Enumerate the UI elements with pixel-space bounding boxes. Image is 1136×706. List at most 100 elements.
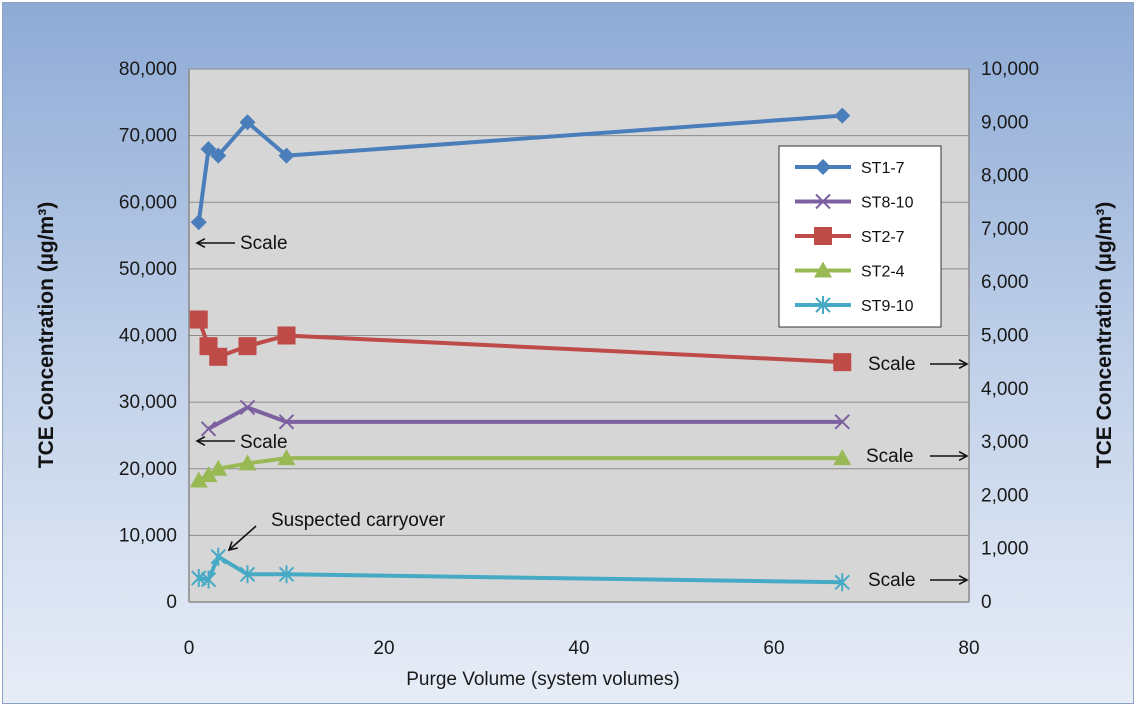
series-st2-4	[189, 449, 852, 488]
x-tick-label: 80	[958, 638, 979, 659]
legend-item-st8-10: ST8-10	[795, 193, 914, 212]
series-st9-10	[191, 547, 850, 592]
data-point-st2-7	[209, 347, 228, 366]
scale-arrow-st9-10	[930, 574, 969, 586]
data-point-st9-10	[834, 573, 850, 592]
y2-tick-label: 9,000	[981, 112, 1029, 133]
legend-marker-st8-10	[815, 193, 831, 210]
axes	[188, 69, 970, 603]
data-point-st2-7	[277, 326, 296, 345]
data-point-st2-4	[209, 459, 228, 476]
y-tick-label: 10,000	[119, 525, 177, 546]
data-point-st8-10	[278, 414, 295, 430]
y2-tick-label: 2,000	[981, 485, 1029, 506]
data-point-st9-10	[239, 565, 256, 584]
data-point-st2-4	[189, 471, 208, 488]
carryover-arrow-head	[227, 541, 238, 552]
y2-tick-label: 0	[981, 592, 992, 613]
data-point-st9-10	[210, 547, 226, 566]
scale-note-st9-10: Scale	[868, 570, 916, 591]
y2-tick-label: 7,000	[981, 219, 1029, 240]
legend-label-st2-4: ST2-4	[861, 264, 905, 281]
y-tick-label: 70,000	[119, 126, 177, 147]
right-axis-ticks: 0 1,000 2,000 3,000 4,000 5,000 6,000 7,000 8,00…	[981, 59, 1039, 613]
y2-tick-label: 8,000	[981, 166, 1029, 187]
carryover-note: Suspected carryover	[271, 510, 446, 531]
data-point-st2-7	[833, 353, 852, 372]
y-tick-label: 0	[166, 592, 177, 613]
scale-note-st1-7: Scale	[240, 233, 288, 254]
x-tick-label: 0	[184, 638, 195, 659]
y2-tick-label: 4,000	[981, 379, 1029, 400]
data-point-st8-10	[200, 421, 217, 437]
data-point-st9-10	[200, 570, 217, 589]
data-point-st2-4	[833, 449, 852, 466]
data-point-st2-4	[277, 449, 296, 466]
data-point-st8-10	[834, 414, 850, 430]
data-point-st1-7	[834, 107, 851, 124]
data-point-st1-7	[278, 147, 295, 164]
legend-item-st2-7: ST2-7	[795, 227, 905, 246]
scale-arrow-st1-7	[195, 237, 235, 249]
y2-tick-label: 5,000	[981, 326, 1029, 347]
series-line-st1-7	[196, 113, 843, 223]
data-point-st1-7	[210, 147, 227, 164]
scale-arrow-st8-10	[195, 435, 235, 447]
legend: ST1-7 ST8-10 ST2-7 ST2-4 ST9-10	[778, 145, 942, 328]
y2-tick-label: 6,000	[981, 272, 1029, 293]
series-st2-7	[189, 310, 852, 372]
y-tick-label: 60,000	[119, 192, 177, 213]
scale-arrow-st8-10-head	[195, 435, 206, 447]
data-point-st1-7	[200, 140, 217, 157]
y2-axis-title: TCE Concentration (µg/m³)	[1093, 202, 1116, 468]
y-tick-label: 40,000	[119, 326, 177, 347]
legend-marker-st1-7	[815, 159, 831, 175]
series-group	[189, 107, 852, 592]
y-tick-label: 30,000	[119, 392, 177, 413]
scale-arrow-st9-10-head	[958, 574, 969, 586]
scale-arrow-st2-7-head	[958, 358, 969, 370]
y-tick-label: 80,000	[119, 59, 177, 80]
y-tick-label: 50,000	[119, 259, 177, 280]
y2-tick-label: 3,000	[981, 432, 1029, 453]
legend-item-st9-10: ST9-10	[795, 296, 914, 315]
legend-marker-st2-4	[814, 261, 832, 278]
scale-note-st2-4: Scale	[866, 446, 914, 467]
x-tick-label: 20	[373, 638, 394, 659]
y-tick-label: 20,000	[119, 459, 177, 480]
x-axis-ticks: 0 20 40 60 80	[184, 638, 980, 659]
series-st1-7	[190, 107, 851, 231]
carryover-arrow-shaft	[228, 525, 257, 551]
scale-note-st8-10: Scale	[240, 432, 288, 453]
legend-marker-st2-7	[814, 227, 832, 245]
legend-label-st1-7: ST1-7	[861, 160, 905, 177]
legend-item-st1-7: ST1-7	[795, 159, 905, 177]
scale-arrow-st1-7-head	[195, 237, 206, 249]
data-point-st2-4	[238, 454, 257, 471]
legend-item-st2-4: ST2-4	[795, 261, 905, 281]
y-axis-title: TCE Concentration (µg/m³)	[35, 202, 58, 468]
series-st8-10	[200, 399, 850, 437]
data-point-st9-10	[278, 565, 295, 584]
legend-label-st9-10: ST9-10	[861, 298, 914, 315]
data-point-st2-4	[199, 466, 218, 483]
series-line-st8-10	[207, 405, 843, 431]
legend-marker-st9-10	[815, 296, 831, 314]
data-point-st1-7	[239, 114, 256, 131]
scale-arrow-st2-4	[930, 450, 969, 462]
legend-label-st8-10: ST8-10	[861, 195, 914, 212]
x-tick-label: 40	[568, 638, 589, 659]
legend-label-st2-7: ST2-7	[861, 229, 905, 246]
left-axis-ticks: 0 10,000 20,000 30,000 40,000 50,000 60,000 70,…	[119, 59, 177, 613]
data-point-st8-10	[239, 399, 256, 416]
data-point-st2-7	[189, 310, 208, 329]
scale-note-st2-7: Scale	[868, 354, 916, 375]
annotations: Scale Scale Scale Scale Scale Suspected …	[195, 233, 969, 591]
data-point-st2-7	[238, 337, 257, 356]
x-tick-label: 60	[763, 638, 784, 659]
y2-tick-label: 1,000	[981, 539, 1029, 560]
data-point-st1-7	[190, 214, 207, 231]
scale-arrow-st2-4-head	[958, 450, 969, 462]
carryover-arrow	[227, 525, 257, 552]
